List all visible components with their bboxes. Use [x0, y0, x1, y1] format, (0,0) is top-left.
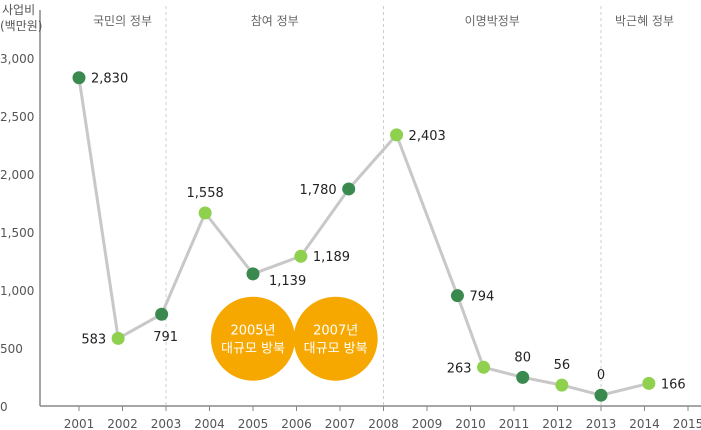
event-badge-text: 대규모 방북 — [221, 342, 285, 357]
data-point — [516, 370, 530, 384]
data-points — [72, 71, 656, 402]
series-line — [77, 77, 650, 397]
y-tick-label: 1,000 — [0, 284, 34, 298]
era-regions: 국민의 정부 참여 정부 이명박정부 박근혜 정부 — [93, 6, 674, 406]
data-label: 583 — [81, 332, 106, 347]
data-label: 263 — [447, 361, 472, 376]
data-label: 80 — [514, 350, 531, 365]
data-label: 0 — [597, 368, 605, 383]
y-axis-title-line1: 사업비 — [2, 3, 35, 17]
y-tick-label: 1,500 — [0, 226, 34, 240]
y-axis-title-line2: (백만원) — [0, 19, 42, 33]
data-label: 166 — [661, 377, 686, 392]
x-tick-label: 2010 — [455, 417, 486, 430]
data-point — [72, 71, 86, 85]
data-point — [450, 289, 464, 303]
event-badge-year: 2007년 — [313, 324, 358, 339]
era-label: 국민의 정부 — [93, 14, 152, 28]
data-point — [111, 331, 125, 345]
x-tick-label: 2005 — [238, 417, 269, 430]
data-label: 1,139 — [269, 274, 306, 289]
event-badge — [211, 296, 295, 381]
y-tick-label: 500 — [0, 342, 23, 356]
era-label: 이명박정부 — [465, 14, 520, 28]
y-tick-label: 2,000 — [0, 168, 34, 182]
y-tick-label: 2,500 — [0, 110, 34, 124]
x-tick-label: 2011 — [499, 417, 530, 430]
data-point — [642, 376, 656, 390]
data-point — [594, 388, 608, 402]
x-tick-label: 2014 — [629, 417, 660, 430]
data-label: 1,558 — [187, 186, 224, 201]
series-path — [77, 77, 650, 397]
x-tick-label: 2001 — [64, 417, 95, 430]
x-tick-label: 2002 — [107, 417, 138, 430]
x-tick-label: 2004 — [194, 417, 225, 430]
axes: 0 500 1,000 1,500 2,000 2,500 3,000 2001 2002 200… — [0, 10, 701, 430]
event-badge — [293, 296, 378, 381]
data-labels: 2,830 583 791 1,558 1,139 1,189 1,780 2,403 794 2… — [81, 72, 685, 393]
x-tick-label: 2015 — [673, 417, 701, 430]
y-tick-label: 0 — [0, 400, 8, 414]
era-label: 참여 정부 — [251, 14, 299, 28]
x-tick-label: 2013 — [586, 417, 617, 430]
y-axis-title: 사업비 (백만원) — [0, 3, 42, 33]
x-tick-label: 2009 — [412, 417, 443, 430]
x-tick-label: 2007 — [325, 417, 356, 430]
data-point — [342, 182, 356, 196]
data-point — [246, 267, 260, 281]
data-point — [555, 378, 569, 392]
data-point — [155, 307, 169, 321]
data-label: 791 — [153, 330, 178, 345]
era-label: 박근혜 정부 — [615, 14, 674, 28]
data-label: 56 — [554, 358, 571, 373]
data-label: 2,403 — [409, 129, 446, 144]
data-point — [477, 360, 491, 374]
data-label: 1,189 — [313, 250, 350, 265]
data-point — [390, 128, 404, 142]
data-label: 2,830 — [91, 72, 128, 87]
data-point — [198, 206, 212, 220]
x-tick-label: 2012 — [542, 417, 573, 430]
x-tick-label: 2003 — [151, 417, 182, 430]
data-label: 794 — [469, 290, 494, 305]
data-label: 1,780 — [299, 183, 336, 198]
event-badge-text: 대규모 방북 — [304, 342, 368, 357]
x-tick-label: 2006 — [281, 417, 312, 430]
data-point — [294, 249, 308, 263]
event-badge-year: 2005년 — [230, 324, 275, 339]
x-tick-label: 2008 — [368, 417, 399, 430]
y-tick-label: 3,000 — [0, 52, 34, 66]
